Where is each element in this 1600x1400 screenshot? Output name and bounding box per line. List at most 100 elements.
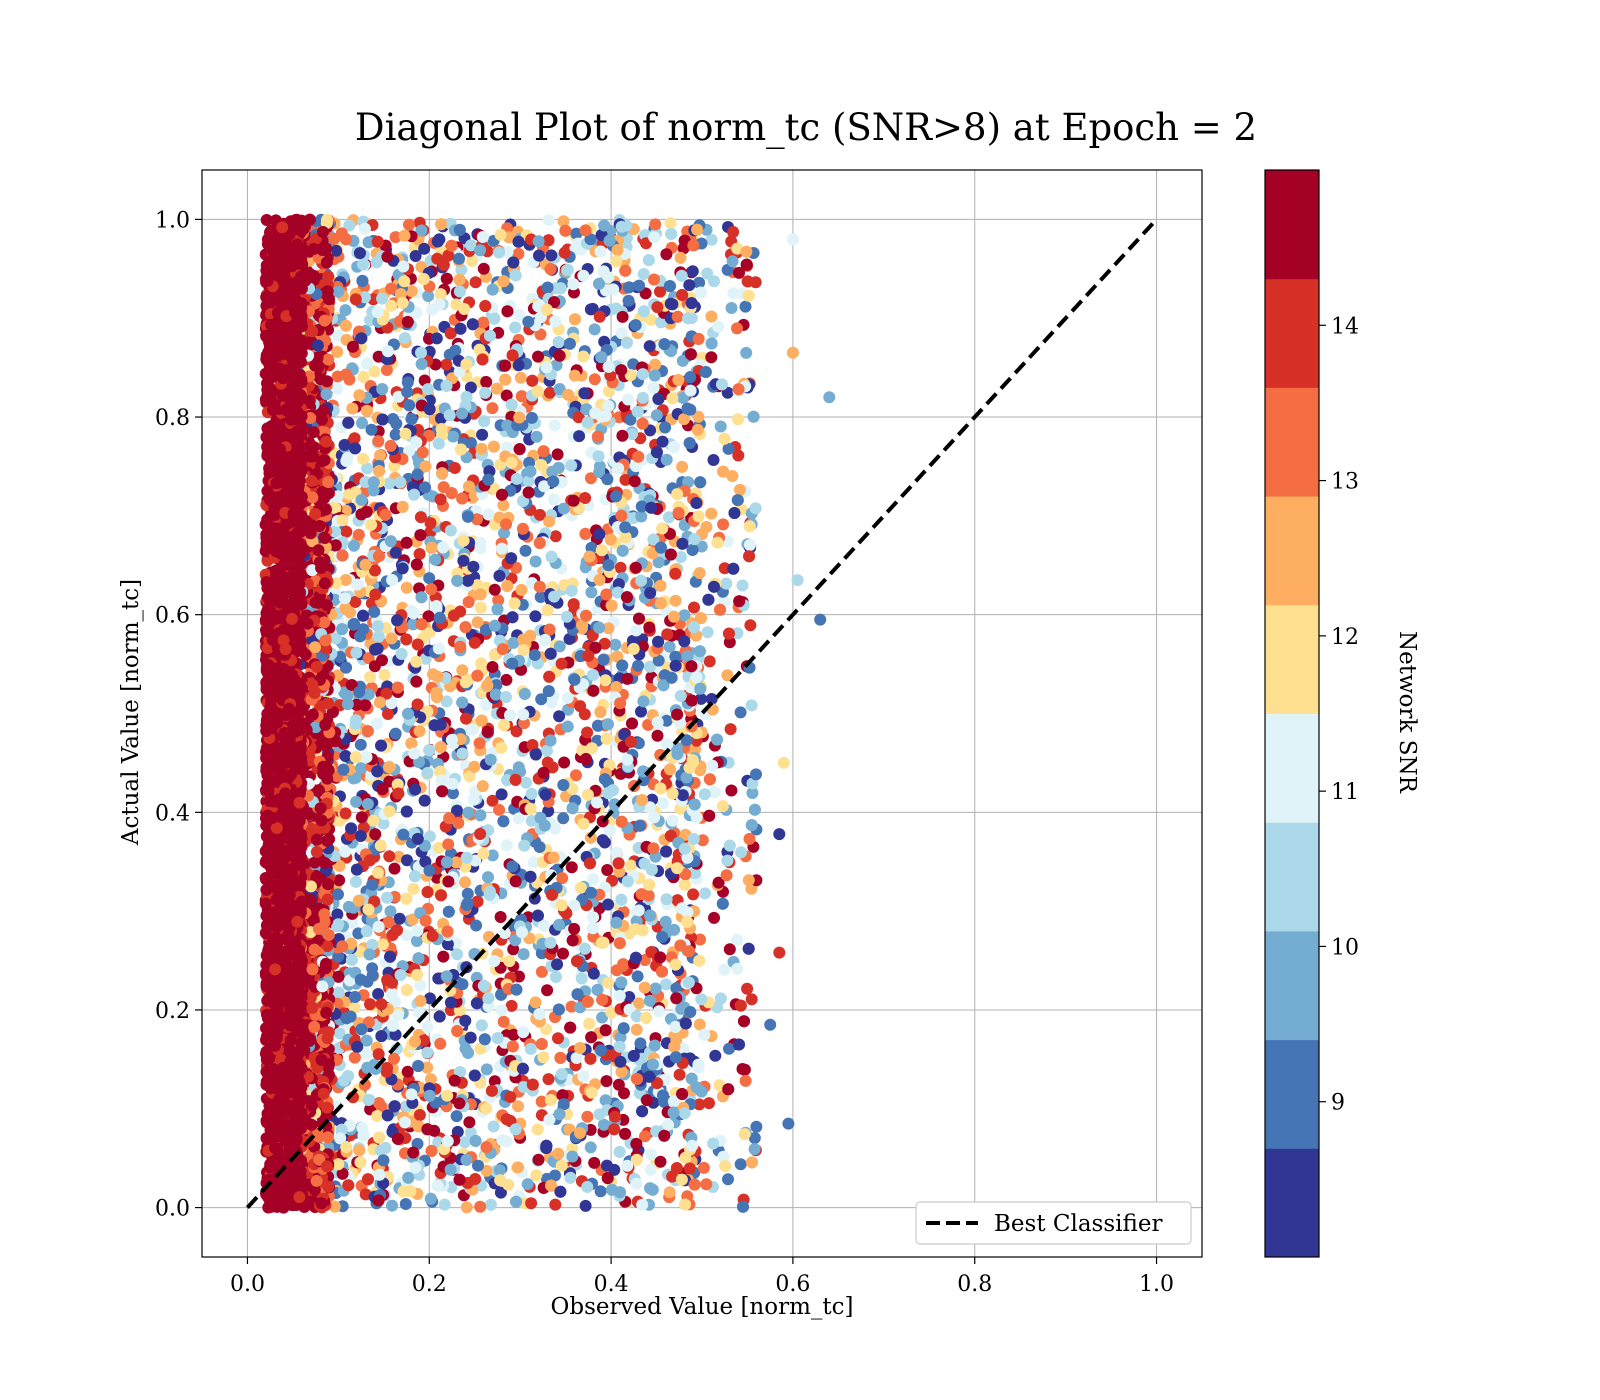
scatter-point [461, 574, 474, 587]
scatter-point [685, 297, 698, 310]
scatter-point [605, 1006, 618, 1019]
scatter-point [353, 686, 366, 698]
scatter-point [531, 1123, 544, 1136]
scatter-point [419, 914, 432, 927]
scatter-point [473, 737, 486, 750]
scatter-point [734, 706, 747, 719]
scatter-point [488, 1075, 501, 1088]
scatter-point [692, 332, 705, 345]
scatter-point [616, 310, 629, 323]
scatter-point [682, 312, 695, 325]
scatter-point [400, 581, 413, 594]
scatter-point [372, 1194, 385, 1207]
scatter-point [480, 376, 493, 388]
scatter-point [469, 276, 482, 289]
scatter-point [557, 779, 570, 791]
scatter-point [669, 659, 682, 672]
scatter-point [463, 1116, 476, 1129]
scatter-point [471, 579, 484, 592]
scatter-point [413, 548, 426, 560]
scatter-point [725, 302, 738, 314]
scatter-point [398, 229, 411, 242]
scatter-point [567, 598, 580, 611]
scatter-point [581, 995, 594, 1008]
scatter-point [555, 1068, 568, 1081]
scatter-point [649, 218, 662, 231]
scatter-point [433, 841, 445, 854]
scatter-point [708, 580, 720, 593]
scatter-point [637, 695, 650, 708]
scatter-point [376, 413, 389, 426]
scatter-point [467, 560, 480, 573]
scatter-point [642, 254, 655, 267]
scatter-point [668, 610, 680, 623]
scatter-point [639, 1130, 651, 1143]
scatter-point [408, 870, 421, 883]
scatter-point [539, 788, 552, 801]
scatter-point [574, 1042, 587, 1054]
scatter-point [535, 965, 548, 978]
scatter-point [658, 1129, 671, 1142]
scatter-point [352, 528, 365, 541]
scatter-point [425, 541, 438, 554]
scatter-point [462, 806, 475, 819]
scatter-point [750, 1120, 763, 1133]
scatter-point [533, 841, 546, 853]
scatter-point [716, 800, 729, 813]
scatter-point [731, 933, 744, 946]
scatter-point [411, 968, 423, 981]
scatter-point [695, 540, 708, 553]
scatter-point [672, 374, 685, 386]
scatter-point [345, 822, 358, 835]
scatter-point [500, 1113, 513, 1126]
scatter-point [562, 388, 575, 401]
scatter-point [574, 881, 587, 894]
scatter-point [708, 786, 721, 799]
scatter-point [579, 527, 592, 540]
scatter-point [609, 1110, 621, 1123]
scatter-point [509, 269, 522, 282]
scatter-point [667, 441, 680, 453]
scatter-point [709, 1049, 722, 1062]
scatter-point [629, 951, 642, 964]
scatter-point [587, 911, 600, 924]
scatter-point [600, 732, 613, 745]
scatter-point [354, 738, 367, 751]
scatter-point [332, 950, 345, 963]
scatter-point [355, 1023, 368, 1036]
scatter-point [384, 439, 397, 452]
scatter-point [633, 612, 645, 625]
scatter-point [446, 777, 459, 790]
scatter-point [435, 218, 448, 231]
scatter-point [375, 739, 388, 752]
scatter-point [541, 984, 554, 997]
scatter-point [622, 393, 634, 406]
scatter-point [685, 694, 698, 707]
scatter-point [669, 1020, 682, 1033]
scatter-point [595, 936, 608, 949]
scatter-point [739, 1074, 752, 1087]
scatter-point [457, 554, 470, 567]
scatter-point [675, 269, 688, 282]
scatter-point [512, 235, 525, 248]
scatter-point [348, 618, 360, 630]
scatter-point [664, 763, 676, 776]
scatter-point [648, 231, 661, 244]
scatter-point [500, 518, 512, 531]
scatter-point [604, 533, 617, 546]
scatter-point [535, 459, 548, 471]
scatter-point [474, 244, 487, 257]
scatter-point [585, 586, 598, 599]
scatter-point [714, 992, 727, 1005]
scatter-point [495, 1004, 508, 1017]
scatter-point [568, 369, 581, 382]
scatter-point [524, 629, 537, 642]
scatter-point [597, 653, 610, 666]
scatter-point [488, 955, 501, 968]
scatter-point [660, 845, 673, 858]
scatter-point [634, 1037, 647, 1050]
scatter-point [690, 671, 703, 684]
scatter-point [636, 391, 649, 404]
scatter-point [495, 542, 508, 555]
scatter-point [503, 955, 516, 968]
